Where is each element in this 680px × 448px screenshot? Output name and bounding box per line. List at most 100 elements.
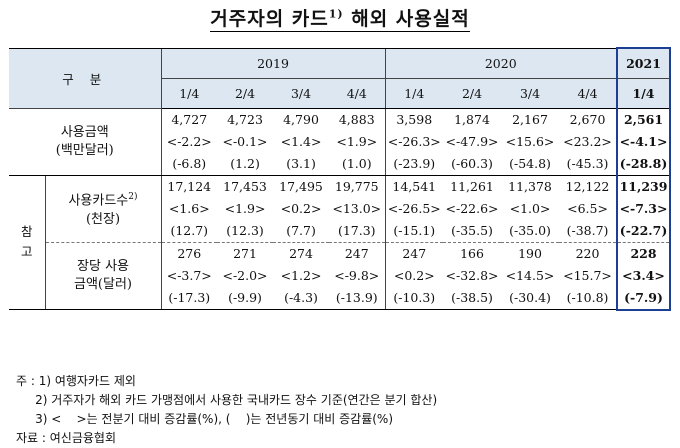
card-usage-table: 구 분 2019 2020 2021 1/4 2/4 3/4 4/4 1/4 2… — [9, 47, 672, 311]
table-cell: <6.5> — [567, 201, 608, 216]
table-cell: <0.2> — [280, 201, 322, 216]
table-row: (12.7) (12.3) (7.7) (17.3) (-15.1) (-35.5) (-3… — [9, 219, 672, 243]
table-cell: (17.3) — [329, 219, 386, 243]
title-text: 거주자의 카드 — [210, 8, 329, 30]
row-label-footnote-mark: 2) — [128, 192, 138, 203]
table-cell: 17,495 — [279, 179, 323, 194]
row-label-line: (천장) — [85, 211, 121, 227]
table-row: 참 고 사용카드수2) (천장) 17,124 17,453 17,495 19,775 14… — [9, 175, 672, 310]
table-cell: <3.4> — [616, 264, 672, 287]
table-cell: (-45.3) — [559, 152, 618, 176]
table-cell: 19,775 — [334, 179, 379, 194]
page-title: 거주자의 카드1) 해외 사용실적 — [0, 4, 680, 32]
table-cell: 17,453 — [223, 179, 267, 194]
table-cell: <-2.0> — [222, 268, 268, 283]
table-cell: (-10.8) — [559, 286, 618, 310]
table-cell: 11,378 — [508, 179, 552, 194]
table-cell: <23.2> — [563, 134, 612, 149]
table-cell: <-22.6> — [445, 201, 499, 216]
table-cell: <13.0> — [332, 201, 382, 216]
table-cell: (12.7) — [160, 219, 218, 243]
table-cell: 274 — [289, 246, 313, 261]
table-cell: <-7.3> — [616, 197, 672, 220]
title-rest-text: 해외 사용실적 — [343, 8, 470, 30]
table-cell: (-10.3) — [384, 286, 444, 310]
table-cell: <-2.2> — [160, 130, 218, 153]
table-cell: (1.0) — [329, 152, 386, 176]
table-cell: 14,541 — [384, 175, 444, 198]
header-quarter: 4/4 — [329, 78, 386, 109]
table-cell: 166 — [460, 246, 484, 261]
table-cell: 228 — [616, 242, 672, 265]
table-cell: (-15.1) — [384, 219, 444, 243]
table-cell: <1.9> — [224, 201, 266, 216]
table-cell: 4,790 — [283, 112, 319, 127]
row-label-line: (백만달러) — [55, 142, 114, 158]
table-cell: (-28.8) — [616, 152, 672, 176]
table-cell: (12.3) — [217, 219, 274, 243]
table-cell: 4,727 — [160, 108, 218, 131]
header-quarter: 2/4 — [217, 78, 274, 109]
footnotes: 주 : 1) 여행자카드 제외 2) 거주자가 해외 카드 가맹점에서 사용한 … — [16, 372, 437, 448]
row-group-label: 사용금액 (백만달러) — [9, 108, 162, 176]
table-cell: 4,723 — [227, 112, 263, 127]
table-cell: 247 — [344, 246, 369, 261]
table-row: <-2.2> <-0.1> <1.4> <1.9> <-26.3> <-47.9> <15.… — [9, 130, 672, 153]
row-group-label: 사용카드수2) (천장) — [44, 175, 162, 243]
header-year-2019: 2019 — [160, 47, 386, 79]
table-cell: <1.0> — [509, 201, 551, 216]
table-cell: 17,124 — [160, 175, 218, 198]
table-cell: 276 — [160, 242, 218, 265]
table-cell: (-13.9) — [329, 286, 386, 310]
table-cell: <-32.8> — [445, 268, 499, 283]
table-cell: (-30.4) — [501, 286, 560, 310]
table-row: (-6.8) (1.2) (3.1) (1.0) (-23.9) (-60.3) (-54.… — [9, 152, 672, 176]
row-label-line: 금액(달러) — [74, 276, 132, 292]
table-cell: 247 — [384, 242, 444, 265]
table-cell: (-17.3) — [160, 286, 218, 310]
table-cell: 2,561 — [616, 108, 672, 131]
row-label-line: 장당 사용 — [77, 258, 129, 274]
table-cell: <1.9> — [336, 134, 378, 149]
side-label-reference: 참 고 — [9, 175, 45, 310]
table-cell: 4,883 — [338, 112, 375, 127]
table-cell: (-54.8) — [501, 152, 560, 176]
title-footnote-mark: 1) — [328, 7, 344, 21]
table-cell: (-4.3) — [273, 286, 330, 310]
table-cell: <-47.9> — [445, 134, 499, 149]
table-cell: (-35.0) — [501, 219, 560, 243]
header-quarter: 1/4 — [384, 78, 444, 109]
table-cell: <15.6> — [505, 134, 555, 149]
table-cell: (-60.3) — [443, 152, 502, 176]
table-cell: <-26.5> — [384, 197, 444, 220]
table-cell: 220 — [575, 246, 600, 261]
table-cell: (-9.9) — [217, 286, 274, 310]
table-cell: (-6.8) — [160, 152, 218, 176]
table-row: 사용금액 (백만달러) 4,727 4,723 4,790 4,883 3,598 1,874… — [9, 108, 672, 176]
header-quarter: 1/4 — [160, 78, 218, 109]
table-cell: <-9.8> — [334, 268, 380, 283]
table-cell: (-38.7) — [559, 219, 618, 243]
footnote-line: 주 : 1) 여행자카드 제외 — [16, 374, 136, 388]
table-cell: <-4.1> — [616, 130, 672, 153]
table-cell: 190 — [518, 246, 542, 261]
table-cell: 3,598 — [384, 108, 444, 131]
table-cell: (-38.5) — [443, 286, 502, 310]
table-cell: (-22.7) — [616, 219, 672, 243]
footnote-line: 자료 : 여신금융협회 — [16, 431, 116, 445]
table-cell: 11,239 — [616, 175, 672, 198]
table-cell: <1.2> — [280, 268, 322, 283]
table-cell: 1,874 — [454, 112, 490, 127]
table-row: <1.6> <1.9> <0.2> <13.0> <-26.5> <-22.6> <1.0>… — [9, 197, 672, 220]
table-cell: (1.2) — [217, 152, 274, 176]
table-cell: 11,261 — [450, 179, 494, 194]
table-row: 장당 사용 금액(달러) 276 271 274 247 247 166 190 220 228 — [9, 242, 672, 310]
table-cell: (7.7) — [273, 219, 330, 243]
table-cell: <1.4> — [280, 134, 322, 149]
header-quarter: 1/4 — [616, 78, 672, 109]
table-cell: <-0.1> — [222, 134, 268, 149]
table-row: <-3.7> <-2.0> <1.2> <-9.8> <0.2> <-32.8> <14.5… — [9, 264, 672, 287]
table-cell: (-35.5) — [443, 219, 502, 243]
header-year-2021: 2021 — [616, 47, 672, 79]
